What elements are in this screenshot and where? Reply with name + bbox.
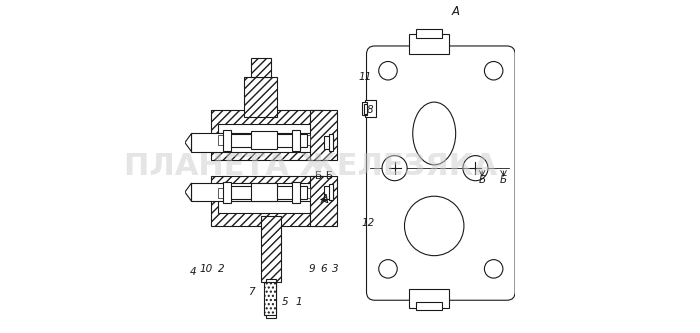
Bar [328, 184, 333, 200]
Text: 6: 6 [321, 264, 327, 274]
Polygon shape [185, 183, 192, 201]
Text: 9: 9 [309, 264, 315, 274]
Bar [410, 34, 449, 54]
Bar [251, 132, 277, 149]
Bar [323, 136, 333, 149]
Circle shape [484, 260, 503, 278]
Text: Б: Б [479, 175, 486, 185]
Bar [365, 101, 377, 117]
Bar [416, 29, 442, 38]
Bar [223, 182, 231, 203]
FancyBboxPatch shape [367, 46, 515, 300]
Text: 12: 12 [361, 218, 374, 228]
Bar [310, 110, 337, 160]
Bar [192, 183, 330, 201]
Text: 7: 7 [248, 287, 254, 297]
Bar [416, 302, 442, 310]
Bar [225, 186, 307, 199]
Circle shape [379, 62, 397, 80]
Text: Б-Б: Б-Б [314, 171, 332, 181]
Circle shape [463, 156, 488, 181]
Text: 3: 3 [332, 264, 339, 274]
Text: 8: 8 [367, 105, 373, 115]
Text: Б: Б [500, 175, 507, 185]
Text: 4: 4 [190, 267, 197, 277]
Bar [251, 58, 271, 77]
Bar [362, 102, 367, 115]
Circle shape [382, 156, 407, 181]
Text: А: А [452, 5, 460, 18]
Text: 5: 5 [282, 297, 289, 307]
Circle shape [484, 62, 503, 80]
Bar [218, 189, 317, 213]
Text: А: А [321, 193, 328, 206]
Bar [223, 130, 231, 151]
Bar [218, 188, 310, 198]
Bar [323, 186, 333, 198]
Bar [310, 176, 337, 226]
Bar [192, 134, 330, 152]
Circle shape [405, 196, 464, 256]
Polygon shape [185, 134, 192, 152]
Bar [410, 289, 449, 308]
Bar [266, 279, 276, 318]
Bar [292, 182, 300, 203]
Text: 1: 1 [295, 297, 302, 307]
Circle shape [379, 260, 397, 278]
Bar [292, 130, 300, 151]
Bar [261, 216, 281, 282]
Bar [225, 134, 307, 147]
Bar [328, 135, 333, 151]
Bar [364, 104, 368, 114]
Text: 11: 11 [358, 72, 372, 82]
Text: 10: 10 [199, 264, 213, 274]
Bar [211, 110, 323, 160]
Bar [218, 124, 317, 147]
Ellipse shape [413, 102, 456, 165]
Bar [251, 183, 277, 200]
Text: 2: 2 [218, 264, 225, 274]
Bar [244, 77, 277, 117]
Bar [211, 176, 323, 226]
Bar [218, 135, 310, 145]
Text: ПЛАНЕТА ЖЕЛЕЗЯКА: ПЛАНЕТА ЖЕЛЕЗЯКА [124, 152, 497, 181]
Bar [264, 282, 276, 315]
